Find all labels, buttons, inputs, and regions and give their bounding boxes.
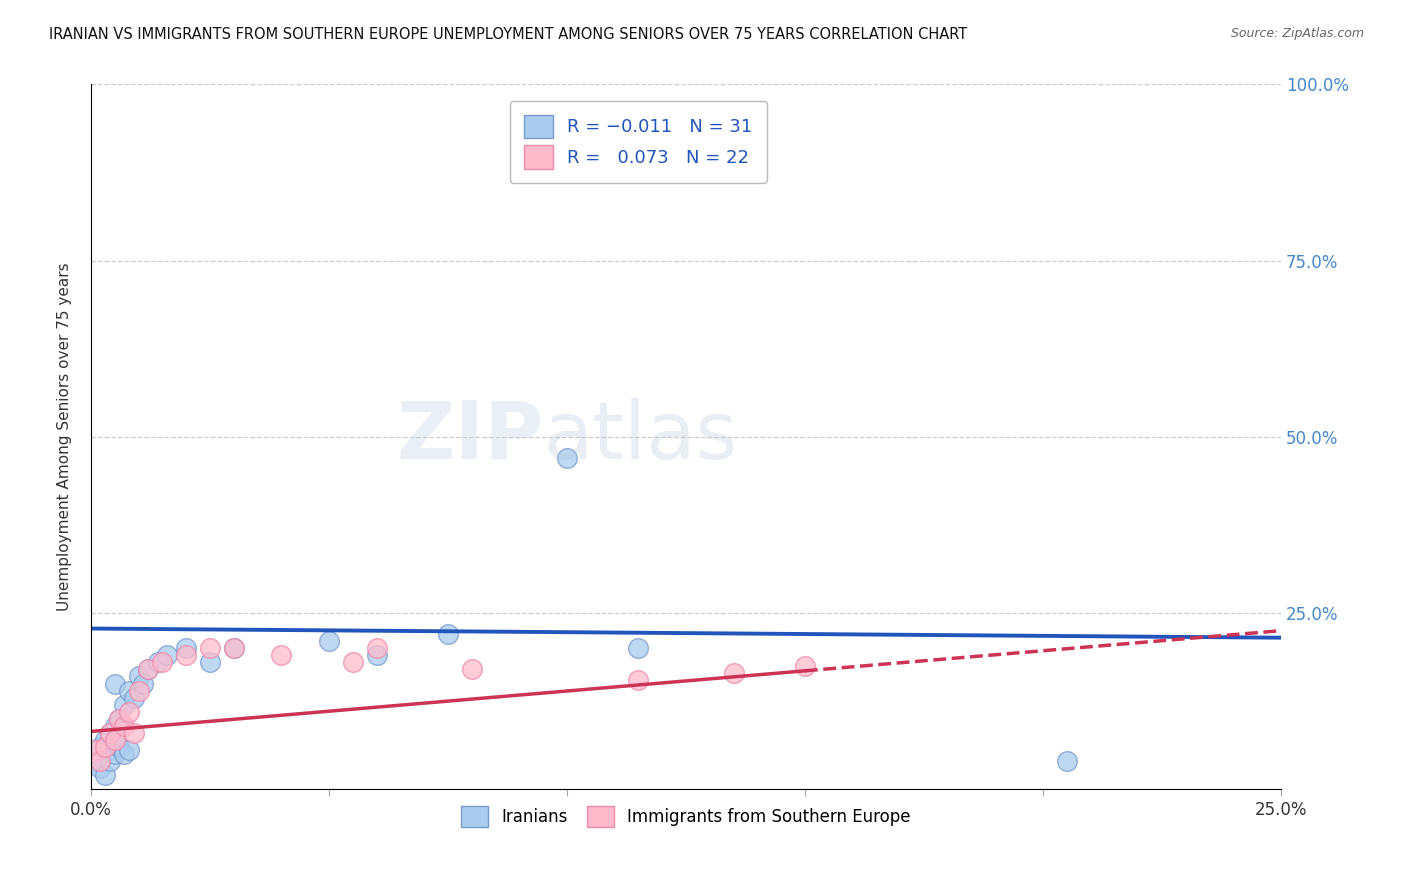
Legend: Iranians, Immigrants from Southern Europe: Iranians, Immigrants from Southern Europ…: [454, 799, 918, 834]
Point: [104, 732, 127, 747]
Point: [1056, 754, 1078, 768]
Point: [94, 732, 117, 747]
Text: ZIP: ZIP: [396, 398, 543, 475]
Point: [89, 761, 111, 775]
Point: [198, 641, 221, 656]
Point: [222, 641, 245, 656]
Point: [94, 739, 117, 754]
Point: [198, 656, 221, 670]
Point: [366, 641, 388, 656]
Point: [627, 673, 650, 687]
Point: [108, 739, 131, 754]
Point: [342, 656, 364, 670]
Point: [156, 648, 179, 663]
Point: [128, 683, 150, 698]
Point: [118, 683, 141, 698]
Point: [108, 712, 131, 726]
Point: [108, 712, 131, 726]
Point: [84, 754, 107, 768]
Text: IRANIAN VS IMMIGRANTS FROM SOUTHERN EUROPE UNEMPLOYMENT AMONG SENIORS OVER 75 YE: IRANIAN VS IMMIGRANTS FROM SOUTHERN EURO…: [49, 27, 967, 42]
Point: [270, 648, 292, 663]
Point: [122, 726, 145, 740]
Point: [222, 641, 245, 656]
Point: [104, 747, 127, 761]
Point: [89, 754, 111, 768]
Point: [132, 676, 155, 690]
Point: [104, 676, 127, 690]
Point: [112, 747, 135, 761]
Point: [136, 662, 159, 676]
Point: [174, 648, 197, 663]
Point: [98, 754, 121, 768]
Point: [794, 659, 817, 673]
Point: [723, 665, 745, 680]
Point: [118, 743, 141, 757]
Point: [318, 634, 340, 648]
Point: [366, 648, 388, 663]
Point: [118, 705, 141, 719]
Point: [94, 768, 117, 782]
Point: [98, 726, 121, 740]
Point: [112, 698, 135, 712]
Text: Source: ZipAtlas.com: Source: ZipAtlas.com: [1230, 27, 1364, 40]
Text: atlas: atlas: [543, 398, 738, 475]
Point: [112, 719, 135, 733]
Point: [174, 641, 197, 656]
Point: [84, 743, 107, 757]
Point: [98, 726, 121, 740]
Y-axis label: Unemployment Among Seniors over 75 years: Unemployment Among Seniors over 75 years: [58, 262, 72, 611]
Point: [461, 662, 484, 676]
Point: [128, 669, 150, 683]
Point: [146, 656, 169, 670]
Point: [136, 662, 159, 676]
Point: [89, 739, 111, 754]
Point: [104, 719, 127, 733]
Point: [437, 627, 460, 641]
Point: [555, 450, 578, 465]
Point: [627, 641, 650, 656]
Point: [122, 690, 145, 705]
Point: [150, 656, 173, 670]
